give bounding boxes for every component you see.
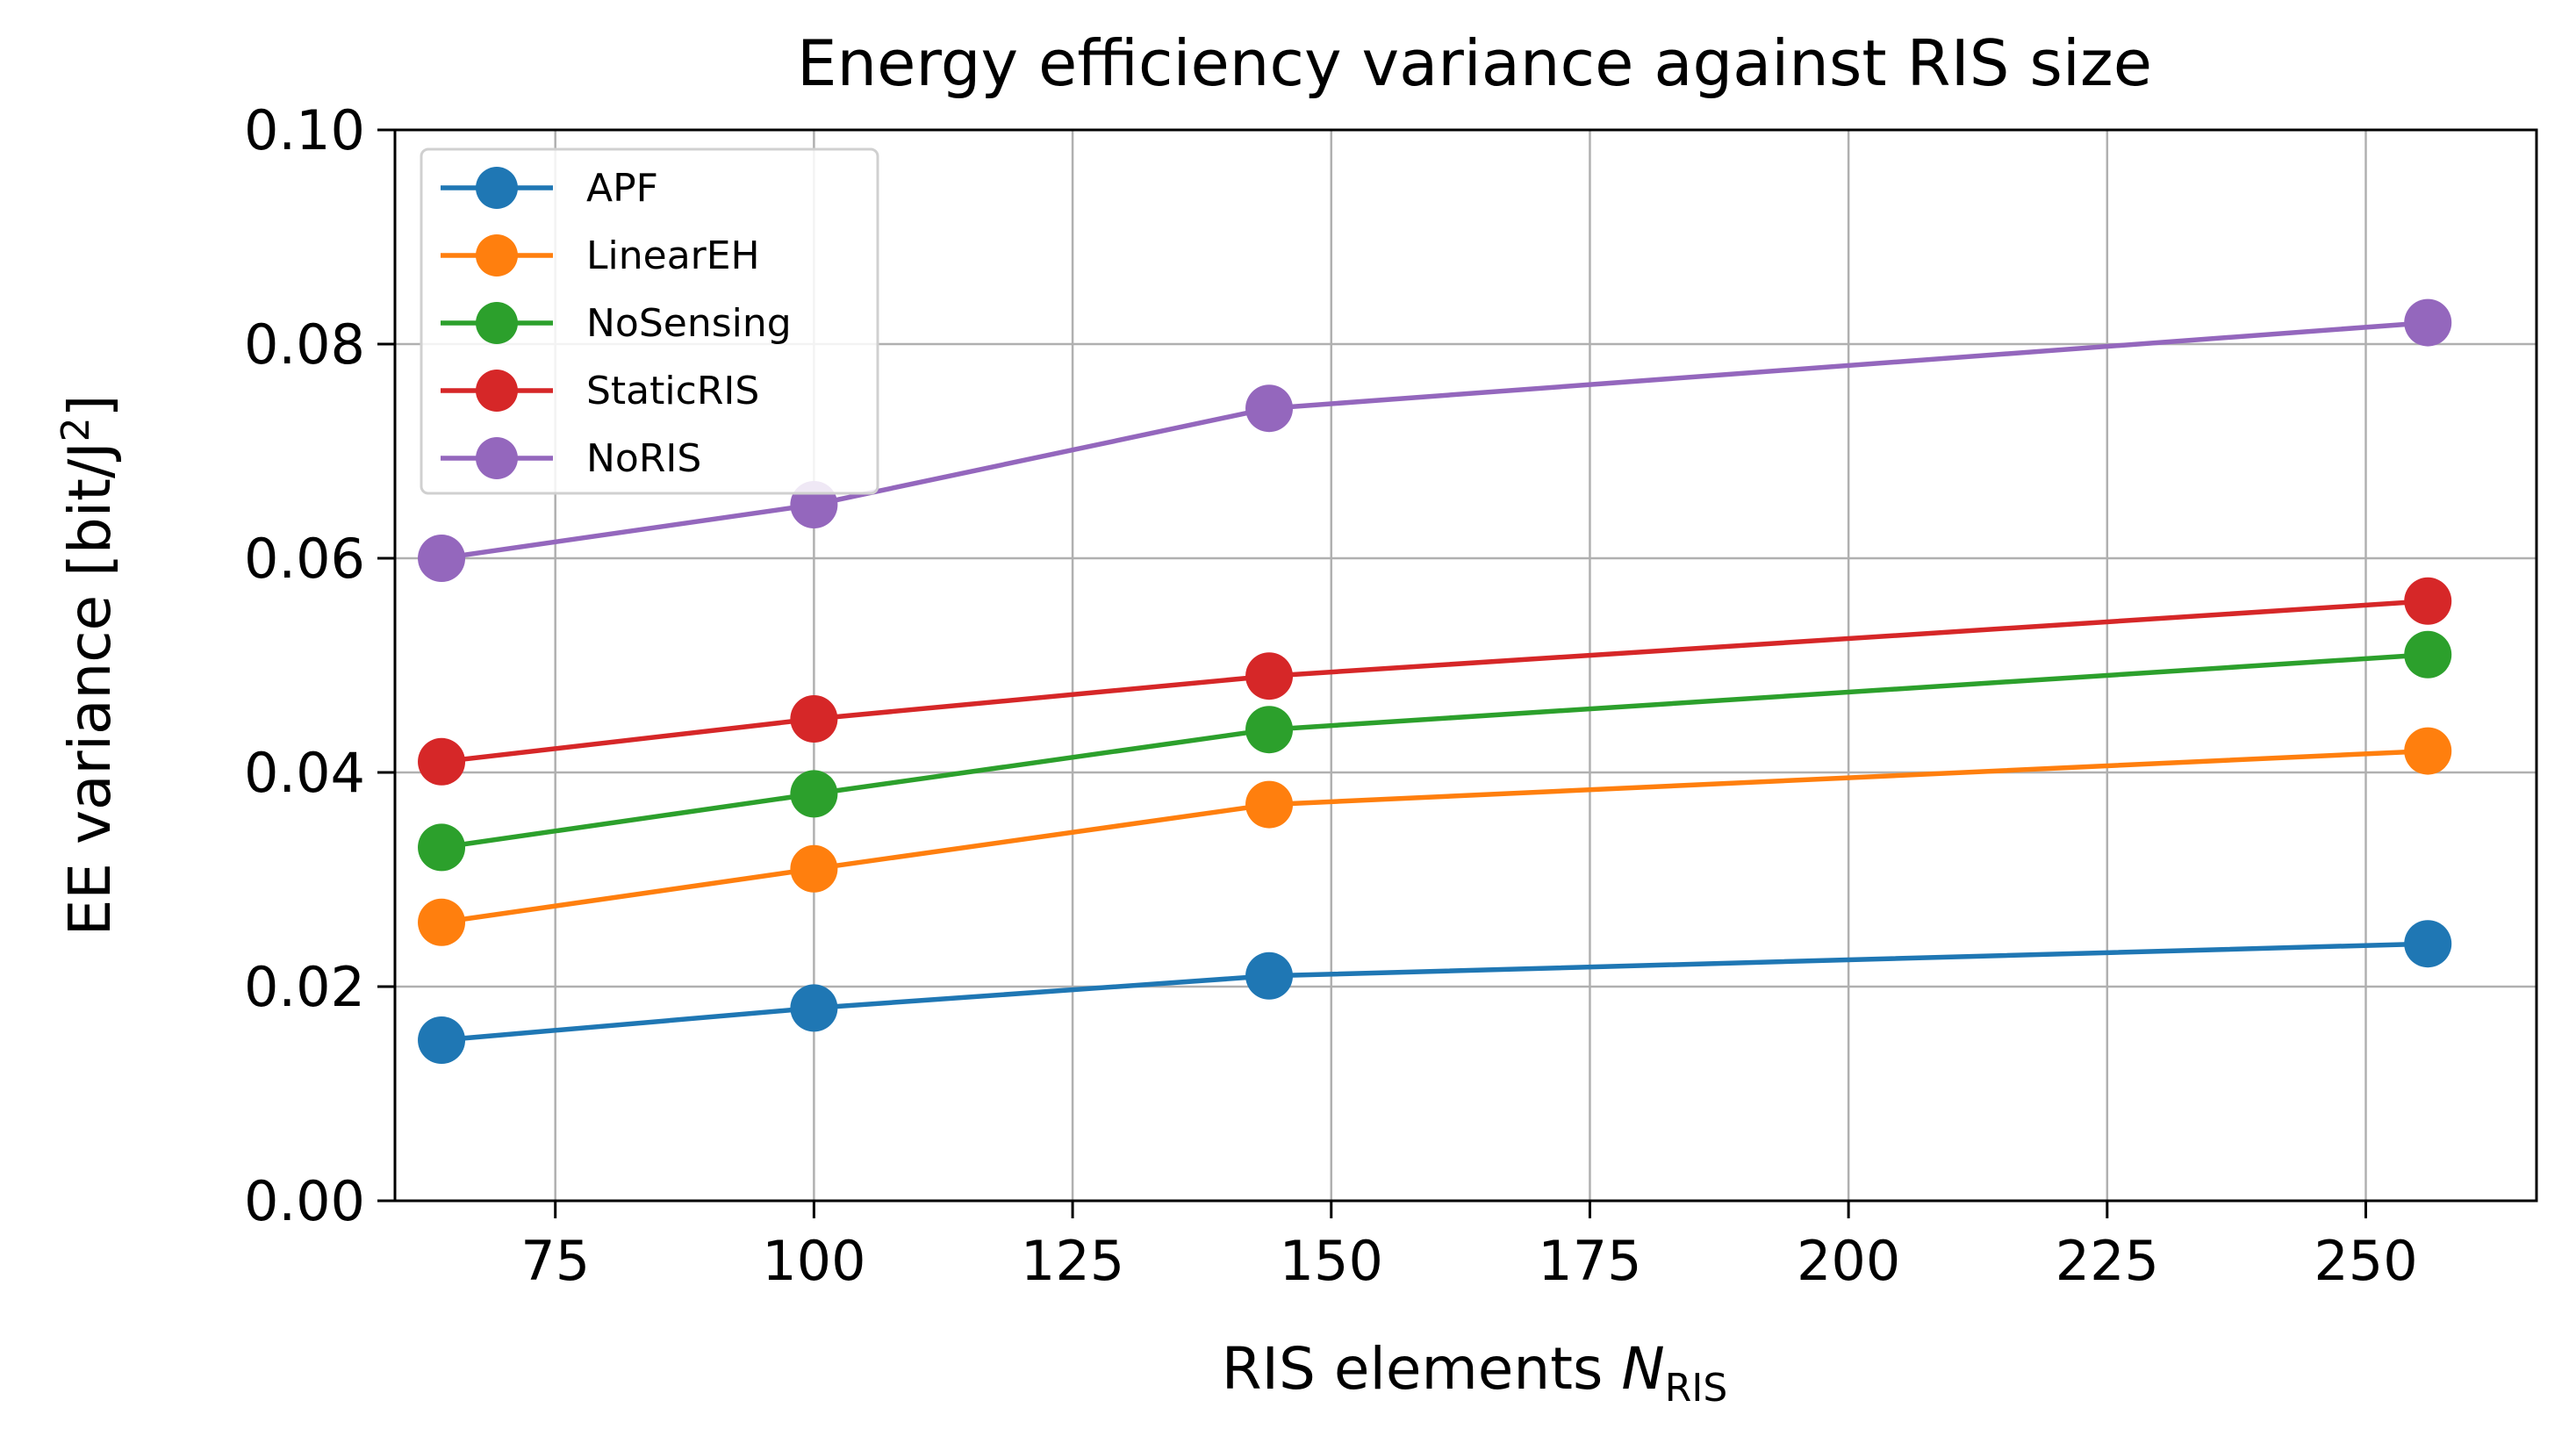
legend-item-nosensing: NoSensing (441, 301, 792, 346)
legend-label: StaticRIS (586, 369, 759, 413)
legend-marker (476, 234, 518, 276)
y-tick-label: 0.02 (244, 955, 365, 1019)
legend-marker (476, 370, 518, 412)
legend-label: LinearEH (586, 233, 760, 278)
plot-frame (393, 128, 2538, 1203)
x-axis-label-symbol: N (1621, 1335, 1664, 1403)
series-line (439, 599, 2430, 765)
series-line (439, 320, 2430, 561)
data-point (1245, 780, 1294, 829)
x-tick-label: 125 (1021, 1229, 1124, 1293)
y-tick-label: 0.04 (244, 741, 365, 805)
series-lineareh (418, 727, 2452, 946)
data-point (790, 695, 838, 743)
y-axis-label-main: EE variance [bit/J (56, 442, 124, 936)
data-point (418, 535, 466, 582)
y-axis-label-suffix: ] (56, 395, 124, 418)
series-line (439, 748, 2430, 925)
series-line (439, 652, 2430, 851)
y-axis-label: EE variance [bit/J2] (54, 395, 124, 937)
legend-item-apf: APF (441, 166, 658, 211)
data-point (1245, 706, 1294, 754)
x-axis-label-main: RIS elements (1222, 1335, 1622, 1403)
data-point (2404, 920, 2452, 968)
data-point (1245, 384, 1294, 433)
legend-label: NoRIS (586, 436, 701, 481)
legend-marker (476, 167, 518, 209)
x-tick-label: 150 (1280, 1229, 1383, 1293)
y-axis-label-superscript: 2 (54, 417, 98, 442)
y-tick-label: 0.00 (244, 1169, 365, 1233)
x-tick-label: 100 (762, 1229, 865, 1293)
data-point (418, 898, 466, 946)
data-point (1245, 951, 1294, 1000)
y-tick-label: 0.06 (244, 527, 365, 591)
legend: APF LinearEH NoSensing StaticRIS NoRIS (420, 147, 879, 495)
data-point (418, 823, 466, 872)
data-point (418, 737, 466, 786)
data-point (2404, 577, 2452, 625)
data-point (2404, 727, 2452, 775)
data-point (790, 770, 838, 818)
data-point (2404, 630, 2452, 679)
data-point (2404, 298, 2452, 347)
legend-item-lineareh: LinearEH (441, 233, 760, 278)
y-tick-label: 0.08 (244, 312, 365, 377)
legend-label: APF (586, 166, 658, 211)
legend-label: NoSensing (586, 301, 792, 346)
series-line (439, 941, 2430, 1043)
legend-box (420, 147, 879, 495)
x-tick-label: 250 (2314, 1229, 2417, 1293)
series-layer (418, 298, 2452, 1064)
series-nosensing (418, 630, 2452, 872)
x-tick-label: 200 (1797, 1229, 1900, 1293)
y-tick-label: 0.10 (244, 98, 365, 162)
data-point (1245, 652, 1294, 700)
series-noris (418, 298, 2452, 582)
ticks: 75 100 125 150 175 200 225 250 0.00 0.02 0.04 0.06 0… (244, 98, 2418, 1293)
legend-item-noris: NoRIS (441, 436, 701, 481)
series-staticris (418, 577, 2452, 786)
series-apf (418, 920, 2452, 1064)
chart-title: Energy efficiency variance against RIS s… (797, 26, 2152, 100)
data-point (790, 844, 838, 893)
x-axis-label-subscript: RIS (1665, 1366, 1727, 1411)
data-point (790, 984, 838, 1032)
legend-marker (476, 437, 518, 479)
data-point (418, 1016, 466, 1064)
legend-item-staticris: StaticRIS (441, 369, 759, 413)
x-tick-label: 75 (520, 1229, 590, 1293)
x-tick-label: 175 (1538, 1229, 1641, 1293)
legend-marker (476, 302, 518, 344)
x-tick-label: 225 (2056, 1229, 2159, 1293)
x-axis-label: RIS elements NRIS (1222, 1335, 1728, 1411)
